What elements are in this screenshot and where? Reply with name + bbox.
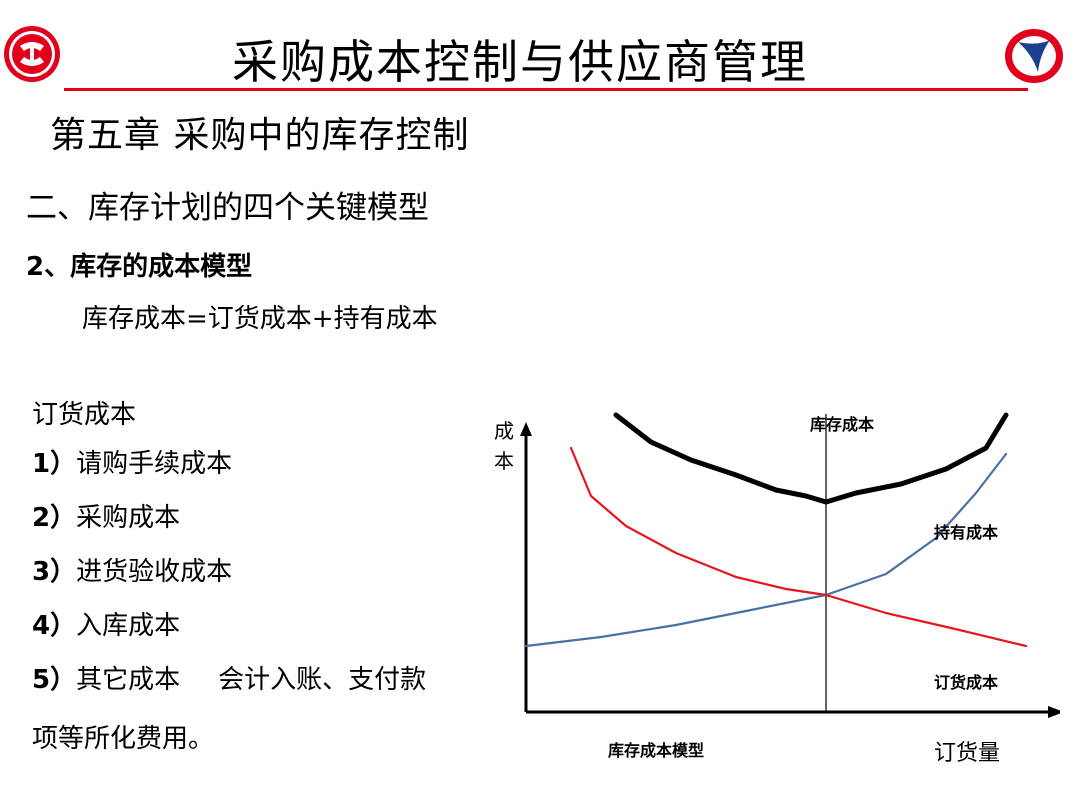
chart-title: 库存成本模型 — [608, 741, 704, 760]
ordering-cost-heading: 订货成本 — [32, 400, 137, 430]
series-label: 订货成本 — [934, 673, 998, 692]
header-divider — [64, 88, 1028, 91]
list-item-number: 1） — [32, 449, 77, 479]
list-item: 3）进货验收成本 — [32, 556, 426, 610]
swoosh-logo-icon — [1005, 29, 1063, 83]
chart-axes — [520, 414, 1060, 718]
y-axis-arrow — [520, 422, 532, 436]
list-item: 5）其它成本 会计入账、支付款 — [32, 664, 426, 718]
y-axis-label: 成 — [494, 419, 514, 443]
x-axis-label: 订货量 — [934, 741, 1000, 766]
list-item-text: 其它成本 — [76, 665, 181, 695]
slide-title: 采购成本控制与供应商管理 — [232, 35, 808, 89]
list-item-text: 入库成本 — [76, 611, 181, 641]
cost-formula: 库存成本=订货成本+持有成本 — [82, 304, 438, 334]
chart-series — [524, 412, 1028, 648]
series-line — [613, 412, 1009, 505]
series-label: 库存成本 — [810, 415, 874, 434]
list-item-text: 请购手续成本 — [76, 449, 233, 479]
list-item: 1）请购手续成本 — [32, 448, 426, 502]
y-axis-label: 本 — [494, 449, 514, 473]
section-heading: 二、库存计划的四个关键模型 — [26, 190, 429, 226]
series-label: 持有成本 — [934, 523, 998, 542]
list-item-number: 4） — [32, 611, 77, 641]
list-item-number: 2） — [32, 503, 77, 533]
list-item: 4）入库成本 — [32, 610, 426, 664]
series-line — [569, 446, 1028, 648]
subsection-heading: 2、库存的成本模型 — [26, 252, 253, 282]
chapter-heading: 第五章 采购中的库存控制 — [50, 115, 470, 156]
list-item-text: 进货验收成本 — [76, 557, 233, 587]
series-line — [524, 452, 1008, 648]
list-item-note: 会计入账、支付款 — [218, 665, 427, 695]
company-emblem-icon — [4, 26, 60, 82]
list-item: 2）采购成本 — [32, 502, 426, 556]
list-continuation: 项等所化费用。 — [32, 724, 215, 754]
list-item-text: 采购成本 — [76, 503, 181, 533]
x-axis-arrow — [1048, 706, 1060, 718]
ordering-cost-list: 1）请购手续成本 2）采购成本 3）进货验收成本 4）入库成本 5）其它成本 会计… — [32, 448, 426, 718]
list-item-number: 3） — [32, 557, 77, 587]
list-item-number: 5） — [32, 665, 77, 695]
